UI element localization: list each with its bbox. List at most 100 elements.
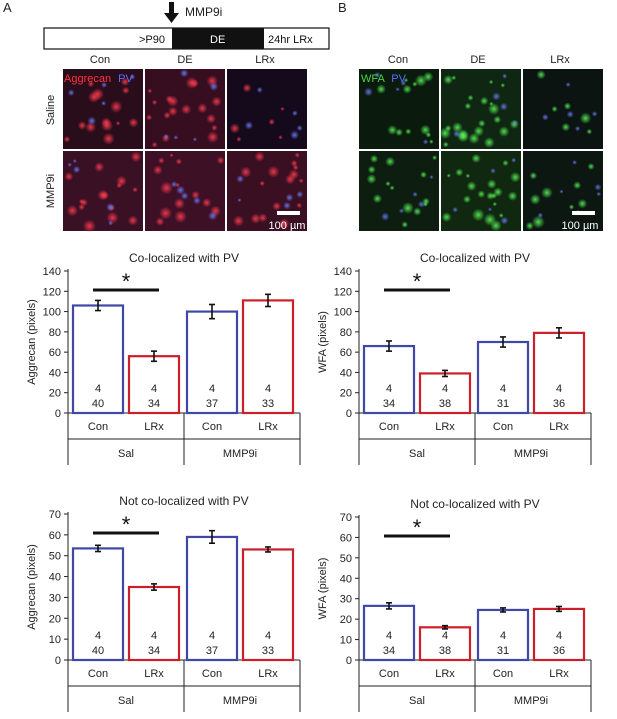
pv-cell-spot	[488, 207, 492, 212]
y-tick-label: 60	[340, 532, 352, 544]
stain-spot	[130, 151, 142, 163]
stain-spot	[389, 185, 395, 191]
bar-n-animals-label: 4	[209, 383, 215, 395]
bar	[185, 310, 239, 415]
micro-stain-label-b: WFA PV	[361, 73, 407, 85]
chart-aggrecan-colocalized: Co-localized with PV Aggrecan (pixels) 0 20…	[26, 251, 301, 465]
timeline-segment-p90: >P90	[139, 34, 165, 46]
chart-wfa-not-colocalized: Not co-localized with PV WFA (pixels) 0 10 2…	[317, 497, 592, 712]
bar-n-cells-label: 40	[92, 645, 104, 657]
stain-spot	[163, 111, 171, 119]
bar-n-animals-label: 4	[95, 630, 101, 642]
stain-spot	[120, 77, 130, 87]
stain-spot	[573, 181, 582, 190]
chart-aggrecan-not-colocalized: Not co-localized with PV Aggrecan (pixels…	[26, 494, 301, 712]
x-category-label: LRx	[435, 421, 455, 433]
y-tick-label: 120	[43, 286, 61, 298]
bar-n-cells-label: 31	[497, 645, 509, 657]
x-group-label: Sal	[118, 695, 134, 707]
x-category-label: LRx	[549, 421, 569, 433]
stain-label-pv-a: PV	[118, 73, 133, 85]
stain-spot	[211, 124, 218, 131]
stain-spot	[477, 190, 486, 199]
stain-spot	[444, 124, 452, 132]
y-tick-label: 20	[49, 388, 61, 400]
pv-cell-spot	[87, 116, 97, 126]
pv-cell-spot	[452, 206, 459, 213]
pv-cell-spot	[106, 202, 115, 212]
stain-spot	[486, 191, 495, 200]
pv-cell-spot	[591, 111, 598, 117]
bar	[127, 585, 181, 662]
pv-cell-spot	[566, 110, 574, 118]
stain-spot	[443, 74, 454, 85]
stain-spot	[64, 172, 74, 181]
stain-spot	[151, 99, 158, 106]
micro-row-label-mmp9i: MMP9i	[45, 174, 57, 208]
stain-spot	[175, 158, 182, 165]
pv-cell-spot	[418, 200, 425, 208]
stain-spot	[414, 74, 427, 87]
y-tick-label: 100	[334, 307, 352, 319]
stain-spot	[94, 162, 105, 172]
stain-spot	[159, 206, 173, 220]
stain-spot	[174, 210, 187, 223]
stain-spot	[451, 75, 457, 81]
stain-spot	[211, 96, 222, 107]
pv-cell-spot	[490, 168, 496, 174]
x-category-label: LRx	[144, 421, 164, 433]
pv-cell-spot	[296, 125, 303, 132]
chart-wfa-colocalized: Co-localized with PV WFA (pixels) 0 20 40 60 8…	[317, 251, 592, 465]
stain-spot	[254, 151, 265, 162]
stain-spot	[536, 70, 546, 80]
pv-cell-spot	[412, 191, 418, 197]
pv-cell-spot	[395, 87, 400, 92]
y-tick-label: 0	[346, 408, 352, 420]
y-tick-label: 140	[334, 266, 352, 278]
pv-cell-spot	[180, 192, 189, 200]
x-category-label: LRx	[258, 668, 278, 680]
micrograph-tile-background	[441, 69, 521, 149]
stain-spot	[446, 173, 451, 178]
pv-cell-spot	[192, 137, 197, 142]
stain-spot	[387, 125, 398, 135]
stain-spot	[425, 131, 432, 138]
stain-label-aggrecan: Aggrecan	[64, 73, 111, 85]
pv-cell-spot	[72, 165, 81, 174]
significance-star: *	[413, 515, 422, 540]
scale-bar-label-b: 100 µm	[562, 220, 599, 232]
stain-spot	[429, 139, 434, 144]
micro-col-label-de-a: DE	[177, 54, 192, 66]
stain-spot	[529, 171, 538, 180]
stain-spot	[285, 174, 296, 185]
pv-cell-spot	[72, 159, 77, 164]
stain-spot	[80, 198, 88, 207]
stain-spot	[296, 202, 303, 209]
stain-spot	[370, 154, 379, 163]
pv-cell-spot	[208, 211, 218, 221]
pv-cell-spot	[67, 89, 75, 97]
stain-spot	[500, 83, 506, 88]
stain-spot	[483, 137, 495, 148]
stain-spot	[502, 159, 509, 167]
x-group-label: Sal	[118, 448, 134, 460]
y-tick-label: 60	[49, 530, 61, 542]
bar-n-animals-label: 4	[442, 630, 448, 642]
bar-n-cells-label: 36	[553, 645, 565, 657]
bar	[241, 299, 295, 415]
stain-spot	[128, 117, 139, 128]
chart-title: Co-localized with PV	[420, 251, 530, 265]
stain-spot	[146, 114, 153, 121]
stain-spot	[267, 165, 280, 178]
bar-n-cells-label: 34	[148, 645, 160, 657]
y-tick-label: 0	[55, 655, 61, 667]
stain-spot	[292, 164, 299, 171]
chart-title: Not co-localized with PV	[410, 497, 539, 511]
bar	[185, 535, 239, 662]
stain-spot	[478, 119, 486, 128]
stain-spot	[272, 201, 282, 211]
bar	[241, 548, 295, 662]
pv-cell-spot	[364, 87, 373, 97]
stain-spot	[561, 122, 571, 132]
